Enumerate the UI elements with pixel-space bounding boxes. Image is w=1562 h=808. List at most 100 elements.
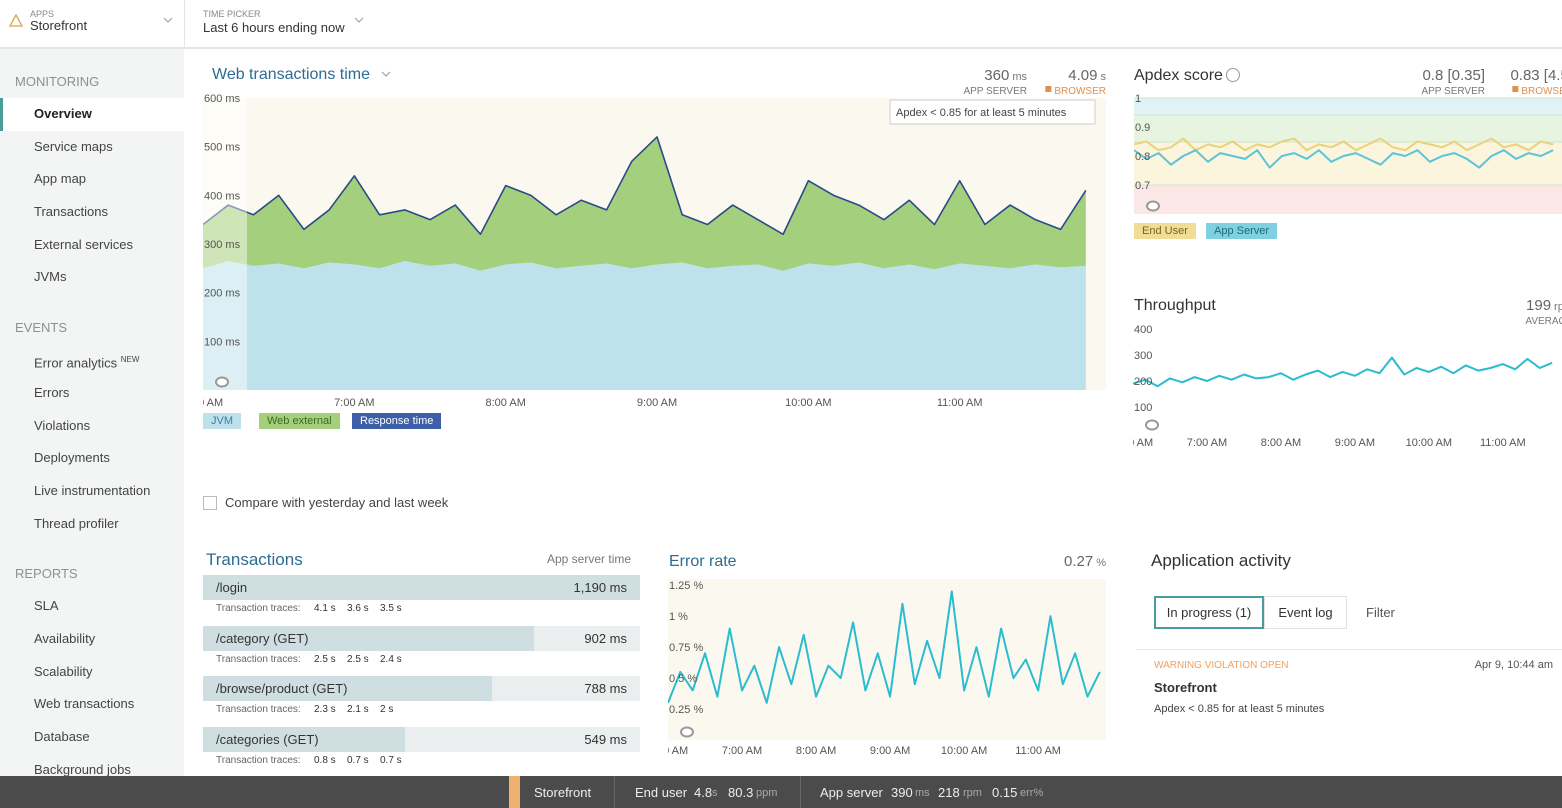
transaction-value: 902 ms [584, 630, 627, 646]
trace-link[interactable]: 3.5 s [380, 603, 402, 614]
faded-region [203, 98, 247, 390]
nav-item[interactable]: Availability [34, 630, 96, 646]
legend-swatch [1512, 86, 1519, 92]
legend-item[interactable]: Response time [352, 413, 442, 429]
y-tick-label: 1 % [669, 611, 688, 623]
nav-item[interactable]: External services [34, 236, 133, 252]
footer-unit: s [712, 787, 718, 799]
legend-item[interactable]: End User [1134, 223, 1196, 239]
legend-item[interactable]: JVM [203, 413, 241, 429]
trace-link[interactable]: 2.5 s [314, 653, 336, 665]
nav-item[interactable]: Transactions [34, 204, 108, 220]
summary-value: 0.27 [1064, 553, 1093, 570]
chart-title: Throughput [1134, 297, 1216, 314]
nav-item[interactable]: Thread profiler [34, 515, 119, 531]
footer-value: 4.8 [694, 785, 713, 800]
tab[interactable]: In progress (1) [1154, 596, 1264, 629]
footer-value: 0.15 [992, 785, 1018, 800]
apps-label: APPS [30, 9, 55, 19]
traces-label: Transaction traces: [216, 754, 301, 766]
nav-item[interactable]: Background jobs [34, 761, 131, 777]
time-picker[interactable]: Last 6 hours ending now [203, 20, 345, 35]
transaction-value: 1,190 ms [573, 580, 627, 595]
new-badge: NEW [120, 355, 140, 365]
trace-link[interactable]: 2 s [380, 704, 394, 716]
nav-item[interactable]: Violations [34, 417, 91, 433]
footer-value: 80.3 [728, 785, 754, 800]
nav-item[interactable]: Error analytics NEW [34, 355, 140, 371]
nav-item[interactable]: Overview [0, 98, 184, 131]
y-tick-label: 0.75 % [669, 642, 703, 654]
tab[interactable]: Event log [1264, 596, 1347, 629]
footer-app: Storefront [534, 785, 592, 800]
nav-item[interactable]: JVMs [34, 269, 67, 285]
plot [1134, 97, 1562, 214]
time-label: TIME PICKER [203, 9, 261, 19]
toggle-icon [1145, 419, 1159, 431]
plot-background [668, 579, 1106, 740]
apdex-zone [1134, 185, 1562, 214]
app-selector[interactable]: Storefront [30, 18, 88, 33]
plot [1133, 356, 1553, 388]
x-tick-label: 7:00 AM [334, 397, 374, 409]
nav-item[interactable]: App map [34, 171, 87, 187]
trace-link[interactable]: 2.4 s [380, 653, 402, 665]
transaction-bar-bg[interactable]: /login 1,190 ms [203, 575, 640, 600]
y-tick-label: 500 ms [204, 142, 241, 154]
summary-value: 0.8 [0.35] [1422, 67, 1485, 84]
trace-link[interactable]: 2.1 s [347, 704, 369, 716]
status-bar: Storefront End user 4.8 s 80.3 ppm App s… [0, 776, 1562, 808]
transaction-name: /categories (GET) [216, 731, 319, 747]
chart-title: Apdex score [1134, 67, 1223, 84]
trace-link[interactable]: 4.1 s [314, 603, 336, 614]
y-tick-label: 400 ms [204, 190, 241, 202]
footer-unit: rpm [963, 787, 982, 799]
nav-item[interactable]: Errors [34, 384, 70, 400]
transaction-bar-bg[interactable]: /browse/product (GET) 788 ms [203, 676, 640, 702]
divider [614, 776, 615, 808]
trace-link[interactable]: 3.6 s [347, 603, 369, 614]
trace-link[interactable]: 0.8 s [314, 754, 336, 766]
checkbox[interactable] [203, 496, 217, 510]
nav-item[interactable]: Web transactions [34, 696, 135, 712]
compare-label[interactable]: Compare with yesterday and last week [225, 495, 449, 510]
chevron[interactable] [162, 15, 174, 25]
transaction-name: /login [216, 580, 248, 595]
chevron[interactable] [381, 71, 391, 77]
line [668, 590, 1101, 704]
toggle-icon [680, 726, 694, 738]
trace-link[interactable]: 0.7 s [347, 754, 369, 766]
panel-title: Transactions [206, 550, 303, 569]
tab[interactable]: Filter [1366, 605, 1395, 620]
chevron[interactable] [353, 15, 365, 25]
nav-item[interactable]: Deployments [34, 450, 110, 466]
nav-item[interactable]: Database [34, 729, 90, 744]
trace-link[interactable]: 2.3 s [314, 704, 336, 716]
trace-link[interactable]: 2.5 s [347, 653, 369, 665]
nav-item[interactable]: Live instrumentation [34, 482, 151, 498]
line [1133, 356, 1553, 388]
line [203, 136, 1087, 236]
x-tick-label: 11:00 AM [1480, 437, 1526, 449]
trace-link[interactable]: 0.7 s [380, 754, 402, 766]
legend-item[interactable]: Web external [259, 413, 340, 429]
nav-item[interactable]: SLA [34, 598, 59, 614]
plot [668, 579, 1106, 740]
transaction-bar-bg[interactable]: /categories (GET) 549 ms [203, 726, 640, 752]
nav-item[interactable]: Service maps [34, 138, 113, 154]
y-tick-label: 0.5 % [669, 673, 697, 685]
toggle-icon [1146, 200, 1160, 212]
event-date: Apr 9, 10:44 am [1474, 659, 1553, 671]
annotation-box [889, 99, 1096, 125]
footer-unit: ppm [756, 787, 778, 799]
summary-label: APP SERVER [963, 86, 1027, 97]
y-tick-label: 300 ms [204, 239, 241, 251]
x-tick-label: 6:00 AM [1113, 437, 1153, 449]
footer-unit: ms [915, 787, 930, 799]
nav-item[interactable]: Scalability [34, 663, 93, 679]
transaction-value: 549 ms [584, 731, 627, 747]
section-title: EVENTS [15, 320, 68, 336]
transaction-bar-bg[interactable]: /category (GET) 902 ms [203, 625, 640, 651]
legend-item[interactable]: App Server [1206, 223, 1278, 239]
x-axis: 6:00 AM 7:00 AM 8:00 AM 9:00 AM 10:00 AM 11:0… [1113, 437, 1526, 449]
